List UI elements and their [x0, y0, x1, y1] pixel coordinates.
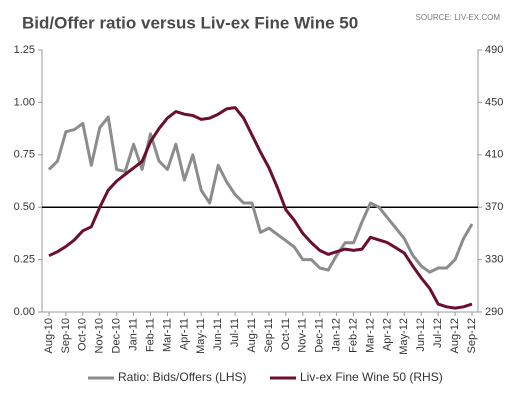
- x-tick-label: Apr-11: [178, 318, 190, 350]
- y2-tick-label: 330: [485, 254, 503, 266]
- x-tick-label: Mar-12: [364, 318, 376, 353]
- x-tick-label: Jul-11: [229, 318, 241, 347]
- x-tick-label: Jun-11: [212, 318, 224, 351]
- x-tick-label: Aug-12: [449, 318, 461, 353]
- y-tick-label: 0.25: [14, 254, 35, 266]
- x-tick-label: Jun-12: [415, 318, 427, 352]
- x-tick-label: Feb-12: [347, 318, 359, 353]
- source: SOURCE: LIV-EX.COM: [416, 13, 501, 22]
- x-tick-label: Nov-11: [297, 318, 309, 353]
- x-tick-label: Sep-10: [60, 318, 72, 353]
- x-tick-label: Dec-10: [111, 318, 123, 353]
- series-line: [47, 115, 474, 274]
- x-tick-label: May-11: [195, 318, 207, 354]
- x-tick-label: Apr-12: [381, 318, 393, 351]
- x-tick-label: Jan-12: [331, 318, 343, 352]
- x-tick-label: Nov-10: [94, 318, 106, 353]
- x-tick-label: Sep-11: [263, 318, 275, 353]
- x-tick-label: Jul-12: [432, 318, 444, 348]
- series-line: [48, 106, 473, 310]
- x-tick-label: May-12: [398, 318, 410, 355]
- x-tick-label: Sep-12: [466, 318, 478, 353]
- y-tick-label: 1.00: [14, 96, 35, 108]
- y2-tick-label: 370: [485, 201, 503, 213]
- legend-label: Ratio: Bids/Offers (LHS): [118, 370, 246, 384]
- y-tick-label: 0.50: [14, 201, 35, 213]
- legend-label: Liv-ex Fine Wine 50 (RHS): [300, 370, 443, 384]
- x-tick-label: Oct-10: [77, 318, 89, 351]
- x-tick-label: Feb-11: [144, 318, 156, 352]
- y2-tick-label: 450: [485, 96, 503, 108]
- y2-tick-label: 490: [485, 44, 503, 56]
- x-tick-label: Aug-10: [43, 318, 55, 353]
- chart-title: Bid/Offer ratio versus Liv-ex Fine Wine …: [22, 13, 358, 32]
- y-tick-label: 1.25: [14, 44, 35, 56]
- y-tick-label: 0.00: [14, 306, 35, 318]
- x-tick-label: Aug-11: [246, 318, 258, 353]
- x-tick-label: Mar-11: [161, 318, 173, 352]
- y2-tick-label: 410: [485, 149, 503, 161]
- x-tick-label: Jan-11: [128, 318, 140, 351]
- x-tick-label: Oct-11: [280, 318, 292, 350]
- y-tick-label: 0.75: [14, 149, 35, 161]
- y2-tick-label: 290: [485, 306, 503, 318]
- x-tick-label: Dec-11: [314, 318, 326, 353]
